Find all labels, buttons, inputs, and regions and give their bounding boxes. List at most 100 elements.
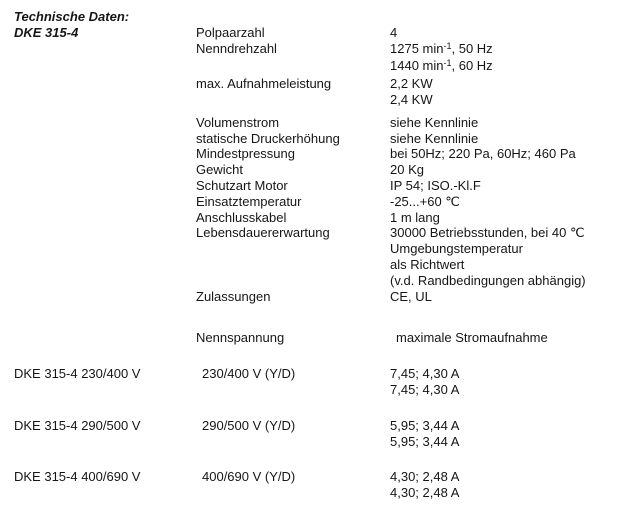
- model-name: DKE 315-4: [14, 24, 79, 40]
- current-column-header: maximale Stromaufnahme: [396, 330, 548, 346]
- empty-cell: [14, 76, 196, 92]
- empty-cell: [14, 92, 196, 108]
- spec-label: Schutzart Motor: [196, 177, 288, 193]
- empty-cell: [14, 382, 196, 398]
- spec-value: 2,2 KW: [390, 76, 433, 92]
- superscript-exponent: -1: [443, 40, 452, 51]
- title-row: Technische Daten:: [14, 9, 616, 25]
- empty-cell: [14, 257, 196, 273]
- empty-cell: [196, 434, 390, 450]
- empty-cell: [390, 9, 616, 25]
- variant-row: DKE 315-4 290/500 V 290/500 V (Y/D) 5,95…: [14, 418, 616, 450]
- variant-line: DKE 315-4 230/400 V 230/400 V (Y/D) 7,45…: [14, 366, 616, 382]
- spec-row: 1440 min-1, 60 Hz: [14, 58, 616, 76]
- spec-value: (v.d. Randbedingungen abhängig): [390, 272, 586, 288]
- variant-voltage: 230/400 V (Y/D): [202, 366, 296, 382]
- spec-label: Anschlusskabel: [196, 209, 287, 225]
- spec-row: Zulassungen CE, UL: [14, 289, 616, 305]
- spec-row: als Richtwert: [14, 257, 616, 273]
- spec-label: [196, 58, 390, 76]
- value-text: , 60 Hz: [451, 58, 493, 74]
- spec-label: Zulassungen: [196, 288, 271, 304]
- variant-current-50hz: 7,45; 4,30 A: [390, 366, 460, 382]
- variant-line: DKE 315-4 400/690 V 400/690 V (Y/D) 4,30…: [14, 469, 616, 485]
- empty-cell: [14, 434, 196, 450]
- variant-row: DKE 315-4 400/690 V 400/690 V (Y/D) 4,30…: [14, 469, 616, 501]
- value-text: , 50 Hz: [451, 40, 493, 56]
- spec-row: max. Aufnahmeleistung 2,2 KW: [14, 76, 616, 92]
- empty-cell: [14, 194, 196, 210]
- spec-label: Polpaarzahl: [196, 24, 265, 40]
- spec-value: 2,4 KW: [390, 91, 433, 107]
- spec-row: Schutzart Motor IP 54; ISO.-Kl.F: [14, 178, 616, 194]
- variant-current-60hz: 4,30; 2,48 A: [390, 485, 460, 501]
- spec-value: Umgebungstemperatur: [390, 241, 523, 257]
- spec-value: als Richtwert: [390, 256, 465, 272]
- page-title: Technische Daten:: [14, 9, 130, 24]
- variant-current-60hz: 7,45; 4,30 A: [390, 381, 460, 397]
- spec-value: -25...+60 ℃: [390, 193, 460, 209]
- spec-row: statische Druckerhöhung siehe Kennlinie: [14, 131, 616, 147]
- empty-cell: [196, 485, 390, 501]
- variant-row: DKE 315-4 230/400 V 230/400 V (Y/D) 7,45…: [14, 366, 616, 398]
- spec-value: 1440 min-1, 60 Hz: [390, 58, 616, 76]
- variant-line: DKE 315-4 290/500 V 290/500 V (Y/D) 5,95…: [14, 418, 616, 434]
- spec-value: 1 m lang: [390, 209, 440, 225]
- empty-cell: [14, 115, 196, 131]
- value-text: 1440 min: [390, 58, 444, 74]
- variant-current-50hz: 5,95; 3,44 A: [390, 417, 460, 433]
- spec-label: Einsatztemperatur: [196, 193, 302, 209]
- spec-label: Gewicht: [196, 162, 243, 178]
- empty-cell: [14, 146, 196, 162]
- spec-row: 2,4 KW: [14, 92, 616, 108]
- spec-value: 30000 Betriebsstunden, bei 40 ℃: [390, 225, 585, 241]
- spec-label: Nenndrehzahl: [196, 40, 277, 56]
- variant-voltage: 400/690 V (Y/D): [202, 469, 296, 485]
- superscript-exponent: -1: [443, 58, 452, 69]
- value-text: 1275 min: [390, 40, 444, 56]
- empty-cell: [14, 131, 196, 147]
- spec-row: Einsatztemperatur -25...+60 ℃: [14, 194, 616, 210]
- variants-header-row: Nennspannung maximale Stromaufnahme: [14, 330, 616, 346]
- spec-value: siehe Kennlinie: [390, 114, 479, 130]
- spec-value: 1275 min-1, 50 Hz: [390, 41, 616, 59]
- spec-row: Mindestpressung bei 50Hz; 220 Pa, 60Hz; …: [14, 146, 616, 162]
- spec-label: statische Druckerhöhung: [196, 130, 340, 146]
- empty-cell: [14, 162, 196, 178]
- variant-line: 7,45; 4,30 A: [14, 382, 616, 398]
- empty-cell: [14, 485, 196, 501]
- spec-row: Gewicht 20 Kg: [14, 162, 616, 178]
- voltage-column-header: Nennspannung: [196, 330, 285, 346]
- empty-cell: [14, 330, 196, 346]
- spec-label: [196, 92, 390, 108]
- spec-value: bei 50Hz; 220 Pa, 60Hz; 460 Pa: [390, 146, 576, 162]
- variant-model: DKE 315-4 290/500 V: [14, 417, 141, 433]
- empty-cell: [14, 210, 196, 226]
- spec-value: CE, UL: [390, 288, 432, 304]
- empty-cell: [14, 289, 196, 305]
- empty-cell: [196, 382, 390, 398]
- spec-label: [196, 257, 390, 273]
- variant-voltage: 290/500 V (Y/D): [202, 417, 296, 433]
- spec-row: Umgebungstemperatur: [14, 241, 616, 257]
- empty-cell: [14, 41, 196, 59]
- empty-cell: [14, 273, 196, 289]
- spec-row: Anschlusskabel 1 m lang: [14, 210, 616, 226]
- empty-cell: [196, 9, 390, 25]
- variant-model: DKE 315-4 400/690 V: [14, 469, 141, 485]
- variant-current-60hz: 5,95; 3,44 A: [390, 433, 460, 449]
- spec-value: 20 Kg: [390, 162, 424, 178]
- empty-cell: [14, 178, 196, 194]
- spec-label: Mindestpressung: [196, 146, 295, 162]
- spec-label: max. Aufnahmeleistung: [196, 76, 332, 92]
- spec-label: [196, 273, 390, 289]
- variant-line: 5,95; 3,44 A: [14, 434, 616, 450]
- spec-row: Volumenstrom siehe Kennlinie: [14, 115, 616, 131]
- variant-model: DKE 315-4 230/400 V: [14, 366, 141, 382]
- spec-row: (v.d. Randbedingungen abhängig): [14, 273, 616, 289]
- empty-cell: [14, 225, 196, 241]
- empty-cell: [14, 58, 196, 76]
- spec-value: IP 54; ISO.-Kl.F: [390, 177, 481, 193]
- spec-label: Lebensdauererwartung: [196, 225, 330, 241]
